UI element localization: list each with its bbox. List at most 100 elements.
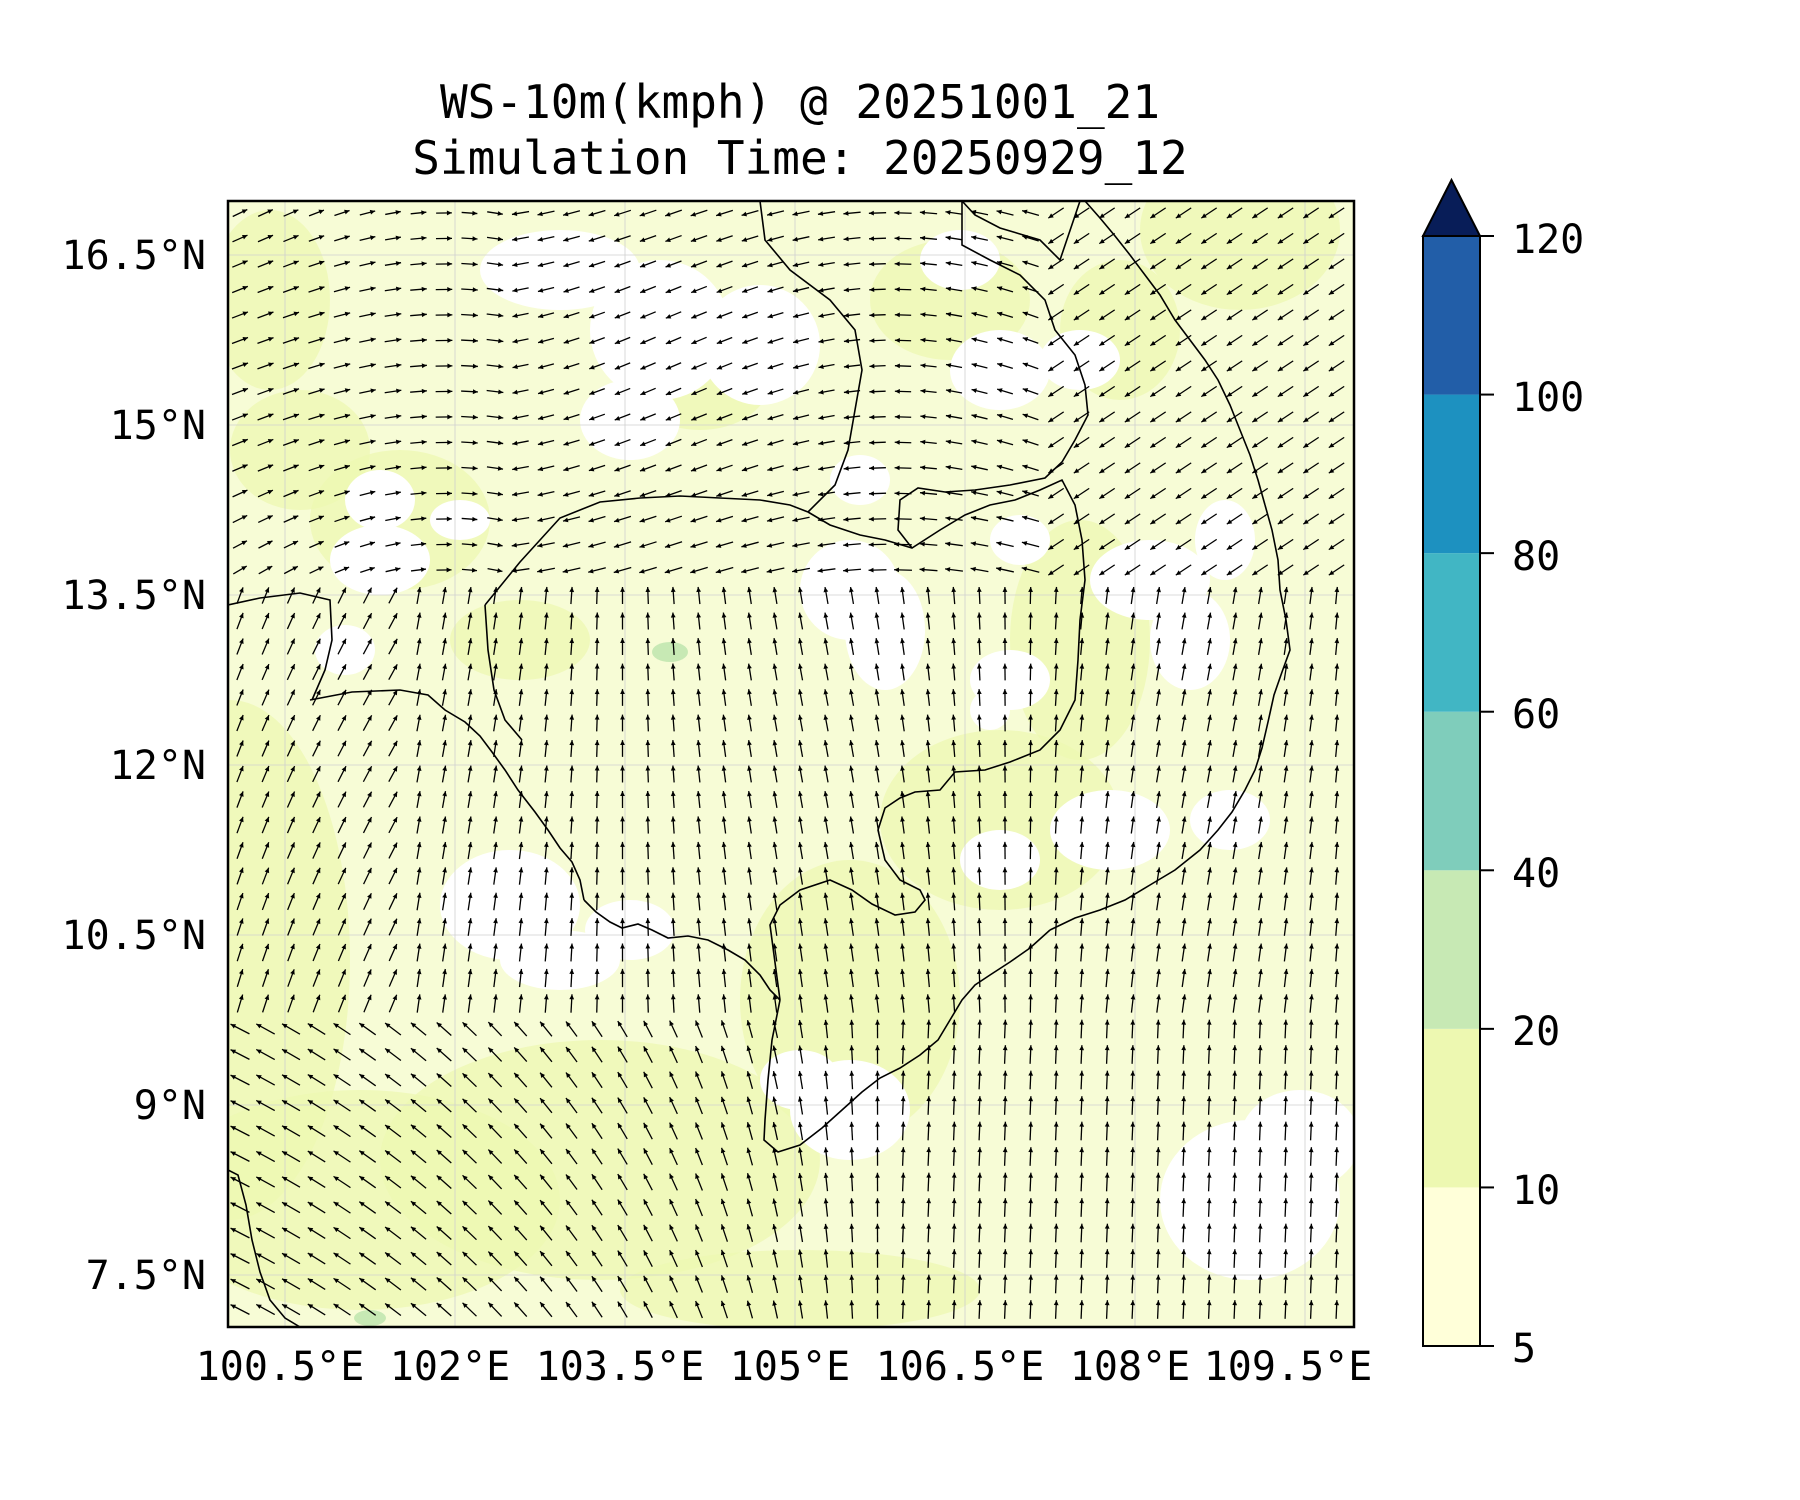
wind-arrow (261, 638, 270, 655)
wind-arrow (493, 638, 498, 655)
wind-arrow (358, 1201, 377, 1214)
wind-arrow (1283, 1172, 1289, 1192)
wind-arrow (818, 389, 835, 395)
wind-arrow (1232, 1096, 1238, 1115)
wind-arrow (384, 1098, 402, 1113)
wind-arrow (1002, 1223, 1008, 1243)
wind-arrow (487, 1225, 503, 1241)
wind-arrow (1328, 564, 1345, 576)
wind-arrow (518, 867, 524, 885)
wind-arrow (894, 542, 912, 547)
wind-arrow (1251, 309, 1269, 321)
wind-arrow (716, 235, 733, 242)
wind-arrow (1334, 1019, 1340, 1039)
wind-arrow (1098, 513, 1116, 525)
wind-arrow (1257, 1223, 1263, 1243)
wind-arrow (620, 994, 625, 1013)
wind-arrow (614, 336, 631, 345)
wind-arrow (1232, 790, 1238, 809)
wind-arrow (1283, 968, 1289, 988)
wind-arrow (696, 765, 702, 783)
wind-arrow (1309, 663, 1314, 681)
wind-arrow (462, 1225, 477, 1241)
wind-arrow (1181, 790, 1187, 809)
wind-arrow (843, 491, 861, 497)
wind-arrow (1334, 1198, 1340, 1217)
wind-arrow (1104, 1274, 1110, 1294)
wind-arrow (1334, 740, 1340, 757)
wind-arrow (747, 586, 752, 605)
wind-arrow (945, 261, 963, 267)
wind-arrow (281, 1303, 301, 1316)
wind-arrow (307, 1252, 326, 1265)
colorbar-band (1423, 553, 1480, 712)
wind-arrow (518, 994, 524, 1013)
wind-arrow (1226, 538, 1243, 551)
wind-arrow (1002, 1070, 1008, 1090)
wind-arrow (388, 867, 398, 885)
lat-tick-label: 13.5°N (62, 573, 207, 619)
wind-arrow (645, 765, 651, 783)
wind-arrow (1283, 1249, 1289, 1268)
wind-arrow (518, 663, 524, 681)
wind-arrow (410, 1175, 427, 1189)
wind-arrow (639, 566, 657, 574)
wind-arrow (645, 841, 651, 860)
wind-arrow (643, 1199, 653, 1216)
wind-arrow (1002, 1147, 1008, 1166)
speed-patch (450, 600, 590, 680)
wind-arrow (1149, 207, 1167, 219)
wind-arrow (261, 765, 270, 783)
wind-arrow (1079, 1249, 1085, 1268)
wind-arrow (720, 1224, 729, 1242)
wind-arrow (513, 1199, 528, 1216)
wind-arrow (441, 892, 447, 911)
wind-arrow (1181, 1249, 1187, 1268)
wind-arrow (333, 1277, 351, 1291)
wind-arrow (569, 740, 575, 757)
wind-arrow (849, 867, 855, 885)
wind-arrow (1002, 918, 1008, 936)
wind-arrow (1130, 1300, 1136, 1319)
wind-arrow (874, 816, 880, 834)
wind-arrow (1175, 487, 1192, 500)
calm-patch (960, 830, 1040, 890)
wind-arrow (461, 465, 478, 471)
wind-arrow (823, 1070, 829, 1090)
wind-arrow (643, 1071, 653, 1089)
wind-arrow (467, 765, 473, 783)
wind-arrow (486, 262, 504, 267)
wind-arrow (1232, 816, 1238, 834)
speed-patch (230, 390, 370, 510)
wind-arrow (1334, 765, 1340, 783)
wind-arrow (1002, 1198, 1008, 1217)
wind-arrow (772, 1300, 779, 1319)
wind-arrow (919, 235, 938, 241)
wind-arrow (588, 235, 606, 242)
wind-arrow (1028, 943, 1033, 962)
wind-arrow (823, 1147, 829, 1166)
wind-arrow (767, 337, 784, 344)
calm-patch (760, 1050, 840, 1110)
wind-arrow (1098, 207, 1116, 219)
wind-arrow (746, 1275, 754, 1293)
wind-arrow (843, 210, 861, 216)
wind-arrow (236, 918, 244, 936)
wind-arrow (1073, 564, 1090, 576)
wind-arrow (1047, 538, 1065, 551)
wind-arrow (1283, 1045, 1289, 1064)
wind-arrow (543, 612, 549, 630)
wind-arrow (868, 567, 887, 573)
wind-arrow (307, 1099, 326, 1112)
wind-arrow (741, 311, 759, 319)
wind-arrow (721, 994, 727, 1013)
wind-arrow (741, 515, 759, 523)
lon-tick-labels: 100.5°E 102°E 103.5°E 105°E 106.5°E 108°… (196, 1344, 1373, 1390)
wind-arrow (620, 867, 625, 885)
wind-vectors (230, 207, 1345, 1319)
wind-arrow (1079, 638, 1085, 655)
wind-arrow (1130, 663, 1136, 681)
colorbar-band (1423, 870, 1480, 1029)
wind-arrow (640, 387, 656, 396)
wind-arrow (362, 765, 373, 783)
